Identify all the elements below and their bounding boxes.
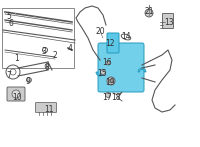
Circle shape (45, 64, 49, 68)
Text: 2: 2 (53, 51, 57, 60)
Text: 16: 16 (102, 57, 112, 66)
FancyBboxPatch shape (36, 102, 57, 112)
Text: 1: 1 (15, 54, 19, 62)
Text: 17: 17 (102, 92, 112, 101)
Text: 5: 5 (7, 11, 11, 20)
Text: 19: 19 (105, 77, 115, 86)
Text: 21: 21 (144, 6, 154, 15)
Text: 7: 7 (7, 71, 11, 80)
Text: 11: 11 (44, 106, 54, 115)
Text: 18: 18 (111, 92, 121, 101)
FancyBboxPatch shape (162, 14, 174, 29)
Circle shape (27, 77, 32, 82)
FancyBboxPatch shape (7, 87, 25, 101)
Circle shape (145, 9, 153, 17)
Text: 8: 8 (45, 62, 49, 71)
Text: 15: 15 (97, 69, 107, 77)
Text: 12: 12 (105, 39, 115, 47)
Text: 4: 4 (68, 44, 72, 52)
Circle shape (106, 61, 110, 65)
FancyBboxPatch shape (107, 33, 119, 53)
Text: 3: 3 (42, 46, 46, 56)
Text: 6: 6 (9, 19, 13, 27)
Wedge shape (96, 72, 104, 76)
Circle shape (109, 79, 113, 83)
FancyBboxPatch shape (98, 43, 144, 92)
Text: 9: 9 (26, 76, 30, 86)
Text: 20: 20 (95, 26, 105, 35)
Circle shape (101, 70, 106, 75)
Text: 14: 14 (121, 31, 131, 41)
Text: 13: 13 (164, 17, 174, 26)
Circle shape (12, 90, 20, 98)
Circle shape (106, 92, 111, 97)
Circle shape (107, 77, 115, 85)
Text: 10: 10 (12, 92, 22, 101)
Wedge shape (138, 68, 146, 72)
